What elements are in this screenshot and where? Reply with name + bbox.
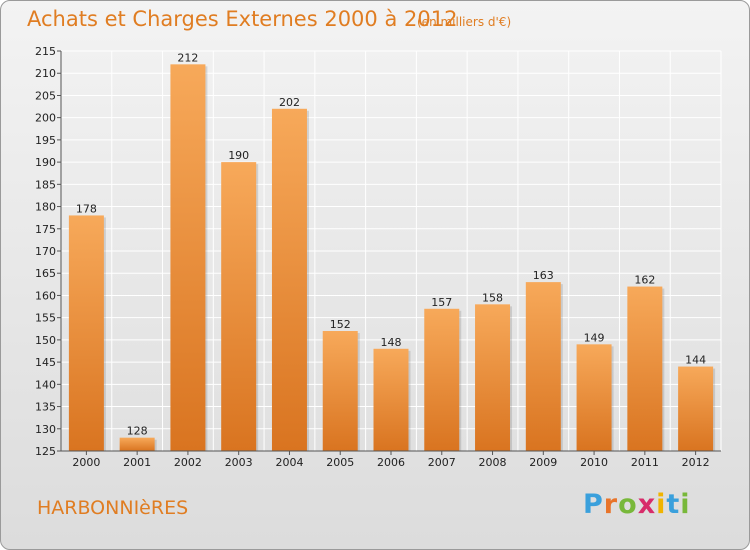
y-tick-label: 190 bbox=[35, 156, 56, 169]
bar-2011 bbox=[627, 286, 663, 451]
y-tick-label: 130 bbox=[35, 423, 56, 436]
y-tick-label: 165 bbox=[35, 267, 56, 280]
y-tick-label: 180 bbox=[35, 201, 56, 214]
x-tick-label: 2012 bbox=[682, 456, 710, 469]
bar-value-label: 149 bbox=[584, 331, 605, 344]
commune-name: HARBONNIèRES bbox=[37, 497, 189, 519]
y-tick-label: 205 bbox=[35, 89, 56, 102]
bar-2003 bbox=[221, 162, 257, 451]
bar-value-label: 212 bbox=[177, 51, 198, 64]
logo-letter: r bbox=[603, 489, 619, 520]
x-tick-label: 2011 bbox=[631, 456, 659, 469]
chart-subtitle: (en milliers d'€) bbox=[417, 15, 512, 29]
x-tick-label: 2009 bbox=[529, 456, 557, 469]
bar-value-label: 157 bbox=[431, 296, 452, 309]
y-tick-label: 200 bbox=[35, 112, 56, 125]
bar-value-label: 163 bbox=[533, 269, 554, 282]
logo-letter: i bbox=[656, 489, 667, 520]
x-tick-label: 2003 bbox=[225, 456, 253, 469]
bar-2006 bbox=[373, 348, 409, 451]
y-tick-label: 160 bbox=[35, 289, 56, 302]
y-tick-label: 195 bbox=[35, 134, 56, 147]
bar-value-label: 158 bbox=[482, 291, 503, 304]
y-tick-label: 215 bbox=[35, 45, 56, 58]
bar-value-label: 202 bbox=[279, 96, 300, 109]
y-tick-label: 175 bbox=[35, 223, 56, 236]
y-tick-label: 140 bbox=[35, 378, 56, 391]
bar-value-label: 178 bbox=[76, 202, 97, 215]
bar-2001 bbox=[119, 437, 155, 451]
x-tick-label: 2008 bbox=[479, 456, 507, 469]
bar-value-label: 148 bbox=[381, 336, 402, 349]
x-tick-label: 2002 bbox=[174, 456, 202, 469]
logo-letter: o bbox=[618, 489, 638, 520]
bar-2002 bbox=[170, 64, 206, 452]
axes bbox=[57, 50, 721, 455]
bar-value-label: 162 bbox=[634, 274, 655, 287]
x-tick-label: 2007 bbox=[428, 456, 456, 469]
bar-value-label: 190 bbox=[228, 149, 249, 162]
y-tick-label: 210 bbox=[35, 67, 56, 80]
x-tick-label: 2004 bbox=[275, 456, 303, 469]
labels: 125 130 135 140 145 150 155 160 165 170 175 180 185 1… bbox=[35, 45, 710, 469]
logo-letter: P bbox=[583, 489, 604, 520]
y-tick-label: 185 bbox=[35, 178, 56, 191]
logo-letter: i bbox=[680, 489, 691, 520]
chart-title: Achats et Charges Externes 2000 à 2012 bbox=[27, 7, 458, 31]
logo-letter: t bbox=[666, 489, 681, 520]
y-tick-label: 170 bbox=[35, 245, 56, 258]
bar-value-label: 144 bbox=[685, 354, 706, 367]
logo-letter: x bbox=[637, 489, 657, 520]
y-tick-label: 150 bbox=[35, 334, 56, 347]
bar-2009 bbox=[525, 282, 561, 451]
bars bbox=[68, 64, 716, 452]
bar-2012 bbox=[678, 366, 714, 451]
bar-2004 bbox=[271, 108, 307, 452]
bar-value-label: 128 bbox=[127, 425, 148, 438]
bar-2010 bbox=[576, 344, 612, 451]
y-tick-label: 155 bbox=[35, 312, 56, 325]
x-tick-label: 2001 bbox=[123, 456, 151, 469]
x-tick-label: 2006 bbox=[377, 456, 405, 469]
bar-2005 bbox=[322, 331, 358, 451]
y-tick-label: 125 bbox=[35, 445, 56, 458]
x-tick-label: 2010 bbox=[580, 456, 608, 469]
x-tick-label: 2005 bbox=[326, 456, 354, 469]
bar-2008 bbox=[475, 304, 511, 451]
x-tick-label: 2000 bbox=[72, 456, 100, 469]
y-tick-label: 135 bbox=[35, 401, 56, 414]
y-tick-label: 145 bbox=[35, 356, 56, 369]
proxiti-logo: Proxiti bbox=[583, 489, 691, 520]
bar-value-label: 152 bbox=[330, 318, 351, 331]
bar-2000 bbox=[68, 215, 104, 451]
bar-2007 bbox=[424, 308, 460, 451]
